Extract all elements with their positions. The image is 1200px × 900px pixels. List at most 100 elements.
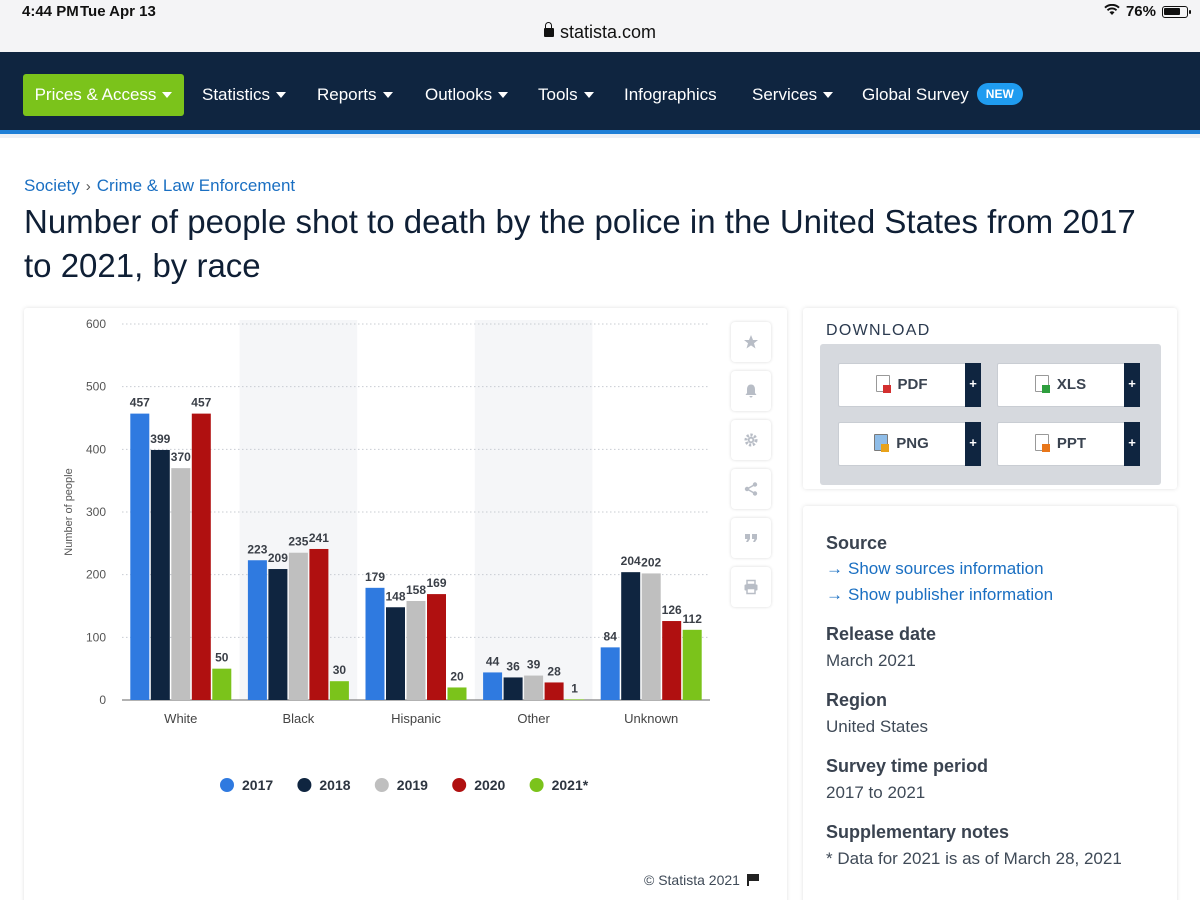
region-label: Region [826,690,887,710]
data-label: 241 [309,531,329,545]
nav-label: Outlooks [425,85,493,104]
legend-label: 2020 [474,777,505,793]
legend-marker [374,778,389,792]
statistic-info-card: Source → Show sources information → Show p… [803,506,1177,900]
legend-label: 2018 [319,777,350,793]
breadcrumb-separator: › [85,178,91,195]
copyright: © Statista 2021 [644,872,759,888]
download-png-button[interactable]: PNG + [838,422,981,466]
gear-icon[interactable] [731,420,771,460]
nav-services[interactable]: Services [752,74,834,116]
lock-icon [543,22,554,37]
data-label: 28 [547,664,561,678]
breadcrumb-society[interactable]: Society [24,176,80,195]
plus-icon[interactable]: + [965,363,981,407]
nav-tools[interactable]: Tools [538,74,594,116]
nav-outlooks[interactable]: Outlooks [425,74,509,116]
data-label: 158 [406,583,426,597]
bar [329,681,349,700]
bar [212,668,232,700]
show-publisher-link[interactable]: → Show publisher information [826,585,1053,605]
caret-down-icon [823,92,834,98]
plus-icon[interactable]: + [965,422,981,466]
download-xls-button[interactable]: XLS + [997,363,1140,407]
quote-icon[interactable] [731,518,771,558]
nav-global-survey[interactable]: Global Survey NEW [862,74,1023,116]
url-text[interactable]: statista.com [559,22,657,42]
new-badge: NEW [976,83,1023,105]
share-icon[interactable] [731,469,771,509]
nav-label: Prices & Access [34,85,157,104]
caret-down-icon [583,92,594,98]
chart-card: 0 100 200 300 400 500 600 Number of people 457 39… [24,308,787,900]
source-label: Source [826,533,888,553]
caret-down-icon [276,92,287,98]
supplementary-notes-value: * Data for 2021 is as of March 28, 2021 [826,849,1122,868]
bar-chart: 0 100 200 300 400 500 600 Number of people 457 39… [63,317,710,793]
download-card: DOWNLOAD PDF + XLS + PNG + PPT + [803,308,1177,489]
x-tick-label: Unknown [624,711,678,726]
download-pdf-label: PDF [839,364,964,406]
data-label: 50 [215,651,229,665]
bell-icon[interactable] [731,371,771,411]
wifi-icon [1104,3,1120,20]
data-label: 399 [150,432,170,446]
page-title: Number of people shot to death by the po… [24,203,1136,284]
bar [288,552,308,700]
y-tick-label: 0 [99,693,106,707]
bar [309,548,329,700]
legend-marker [297,778,312,792]
data-label: 112 [683,612,703,626]
bar [565,699,585,700]
nav-statistics[interactable]: Statistics [202,74,287,116]
nav-infographics[interactable]: Infographics [624,74,717,116]
copyright-text: © Statista 2021 [644,872,740,888]
data-label: 126 [662,603,682,617]
legend-marker [220,778,234,792]
bar [247,560,267,700]
url-bar[interactable]: statista.com [0,22,1200,43]
download-pdf-button[interactable]: PDF + [838,363,981,407]
legend-marker [529,778,544,792]
star-icon[interactable] [731,322,771,362]
plus-icon[interactable]: + [1124,363,1140,407]
data-label: 204 [621,554,641,568]
nav-label: Statistics [202,85,271,104]
bar [600,647,620,700]
plus-icon[interactable]: + [1124,422,1140,466]
nav-prices-access[interactable]: Prices & Access [23,74,184,116]
download-png-text: PNG [896,435,929,452]
bar [621,572,641,700]
chart-tools [731,322,773,616]
legend-label: 2021* [552,777,589,793]
status-bar: 4:44 PM Tue Apr 13 76% statista.com [0,0,1200,52]
download-ppt-button[interactable]: PPT + [997,422,1140,466]
bar [682,629,702,700]
main-navigation: Prices & Access Statistics Reports Outlo… [0,52,1200,134]
print-icon[interactable] [731,567,771,607]
y-tick-label: 400 [86,442,106,456]
breadcrumb: Society › Crime & Law Enforcement [24,176,295,196]
bar [662,621,682,700]
data-label: 202 [641,555,661,569]
y-tick-label: 300 [86,505,106,519]
breadcrumb-crime-law[interactable]: Crime & Law Enforcement [96,176,296,195]
y-axis-label: Number of people [63,468,75,555]
show-sources-text: Show sources information [848,559,1044,578]
nav-reports[interactable]: Reports [317,74,393,116]
battery-level [1164,7,1180,15]
nav-label: Reports [317,85,377,104]
x-tick-label: Black [283,711,315,726]
flag-icon[interactable] [746,874,759,886]
bar [544,682,564,700]
legend-label: 2017 [242,777,273,793]
nav-label: Global Survey [862,85,969,104]
download-ppt-text: PPT [1056,435,1087,452]
data-label: 457 [130,396,150,410]
caret-down-icon [498,92,509,98]
download-buttons: PDF + XLS + PNG + PPT + [820,344,1161,485]
pdf-file-icon [875,375,891,393]
bar [483,672,503,700]
bar [130,413,150,700]
show-sources-link[interactable]: → Show sources information [826,559,1044,579]
